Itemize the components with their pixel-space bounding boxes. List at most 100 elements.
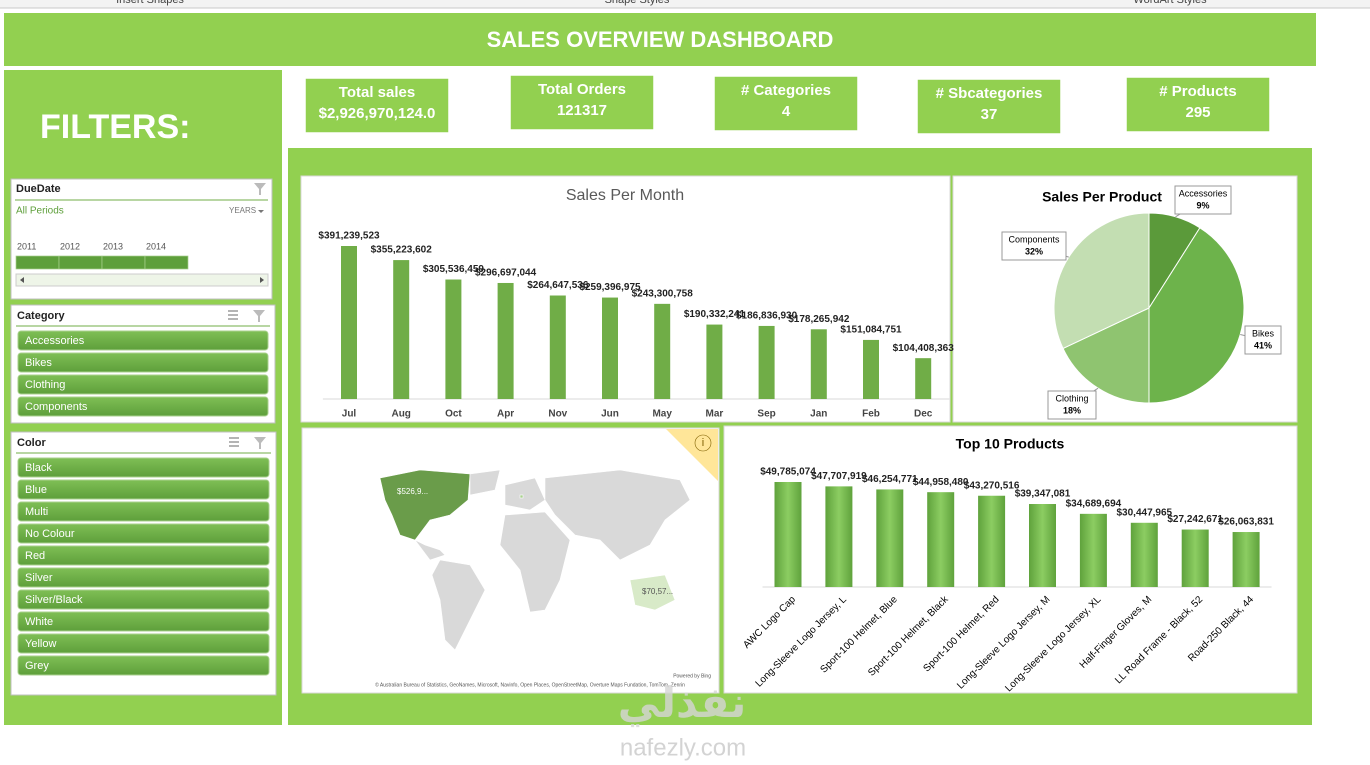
year-label: 2013 bbox=[103, 241, 123, 251]
bar bbox=[1079, 513, 1107, 587]
info-icon[interactable] bbox=[694, 434, 712, 452]
slicer-item[interactable] bbox=[17, 501, 270, 522]
slicer-item[interactable] bbox=[17, 611, 270, 632]
slicer-item-label: No Colour bbox=[25, 528, 75, 540]
pie-category-label: Clothing bbox=[1055, 393, 1088, 403]
africa bbox=[499, 511, 571, 613]
bar bbox=[1232, 532, 1260, 587]
value-label: $39,347,081 bbox=[1015, 489, 1071, 500]
year-segment[interactable] bbox=[144, 255, 189, 270]
pie-label-box bbox=[1244, 325, 1282, 355]
kpi-label: # Sbcategories bbox=[936, 85, 1043, 102]
bar bbox=[915, 358, 932, 399]
scroll-left[interactable] bbox=[20, 277, 24, 283]
map-attribution: © Australian Bureau of Statistics, GeoNa… bbox=[375, 681, 685, 688]
kpi-label: # Categories bbox=[741, 82, 831, 99]
year-label: 2012 bbox=[60, 241, 80, 251]
value-label: $259,396,975 bbox=[579, 282, 641, 293]
bar bbox=[706, 324, 723, 399]
value-label: $26,063,831 bbox=[1218, 517, 1274, 528]
timeline-scroll bbox=[15, 273, 269, 287]
slicer-item-label: Bikes bbox=[25, 357, 52, 369]
map-credit: Powered by Bing bbox=[673, 673, 711, 679]
map-label: $70,57... bbox=[642, 587, 673, 596]
x-tick-label: Jun bbox=[601, 409, 619, 420]
title-bar bbox=[4, 13, 1316, 66]
x-tick-label: Oct bbox=[445, 409, 462, 420]
kpi-value: 4 bbox=[782, 103, 791, 120]
slicer-item[interactable] bbox=[17, 545, 270, 566]
year-segment[interactable] bbox=[15, 255, 60, 270]
watermark-arabic: نفذلي bbox=[618, 679, 747, 728]
scroll-right[interactable] bbox=[260, 277, 264, 283]
kpi-label: Total Orders bbox=[538, 81, 626, 98]
slicer-item[interactable] bbox=[17, 567, 270, 588]
pie-value-label: 32% bbox=[1025, 246, 1043, 256]
bar bbox=[810, 329, 827, 399]
value-label: $151,084,751 bbox=[840, 325, 902, 336]
slicer-item-label: White bbox=[25, 616, 53, 628]
kpi-label: Total sales bbox=[339, 84, 415, 101]
year-segment[interactable] bbox=[101, 255, 146, 270]
south-america bbox=[431, 559, 486, 651]
slicer-item[interactable] bbox=[17, 523, 270, 544]
year-label: 2014 bbox=[146, 241, 166, 251]
info-corner bbox=[666, 429, 718, 481]
slicer-item-label: Components bbox=[25, 401, 88, 413]
slicer-item[interactable] bbox=[17, 396, 269, 417]
bar bbox=[1181, 529, 1209, 587]
pie-value-label: 18% bbox=[1063, 405, 1081, 415]
pie-label-box bbox=[1174, 185, 1232, 215]
bar bbox=[774, 482, 802, 587]
year-label: 2011 bbox=[17, 241, 36, 251]
bar bbox=[863, 339, 879, 399]
chart-title: Sales Per Month bbox=[566, 187, 684, 204]
north-america bbox=[379, 469, 471, 541]
x-tick-label: Feb bbox=[862, 409, 880, 420]
value-label: $178,265,942 bbox=[788, 314, 850, 325]
kpi-value: 121317 bbox=[557, 102, 607, 119]
slicer-item[interactable] bbox=[17, 330, 269, 351]
value-label: $34,689,694 bbox=[1066, 498, 1122, 509]
ribbon-label: Shape Styles bbox=[605, 0, 670, 6]
year-segment[interactable] bbox=[58, 255, 103, 270]
x-tick-label: May bbox=[652, 409, 672, 420]
value-label: $46,254,771 bbox=[862, 474, 918, 485]
bar bbox=[825, 486, 853, 587]
bar bbox=[393, 260, 410, 399]
map-bg bbox=[303, 429, 718, 692]
pie-label-box bbox=[1047, 390, 1097, 420]
value-label: $305,536,459 bbox=[423, 264, 485, 275]
slicer-item[interactable] bbox=[17, 589, 270, 610]
bar bbox=[602, 297, 618, 399]
pie-value-label: 9% bbox=[1196, 200, 1209, 210]
ribbon-label: WordArt Styles bbox=[1133, 0, 1207, 6]
pie-category-label: Accessories bbox=[1179, 188, 1228, 198]
multi-select-icon[interactable] bbox=[228, 310, 238, 320]
clear-filter-icon[interactable] bbox=[253, 310, 265, 322]
value-label: $27,242,671 bbox=[1167, 514, 1223, 525]
multi-select-icon[interactable] bbox=[229, 437, 239, 447]
slicer-item-label: Multi bbox=[25, 506, 48, 518]
slicer-item[interactable] bbox=[17, 374, 269, 395]
x-tick-label: Sep bbox=[757, 409, 775, 420]
slicer-item-label: Grey bbox=[25, 660, 49, 672]
slicer-item-label: Blue bbox=[25, 484, 47, 496]
slicer-item[interactable] bbox=[17, 479, 270, 500]
central-america bbox=[414, 539, 446, 561]
bar bbox=[978, 495, 1006, 587]
x-tick-label: Apr bbox=[497, 409, 514, 420]
clear-filter-icon[interactable] bbox=[254, 437, 266, 449]
slicer-item[interactable] bbox=[17, 457, 270, 478]
value-label: $190,332,241 bbox=[684, 309, 746, 320]
value-label: $49,785,074 bbox=[760, 467, 816, 478]
asia bbox=[544, 469, 691, 561]
slicer-item[interactable] bbox=[17, 655, 270, 676]
slicer-item[interactable] bbox=[17, 352, 269, 373]
chart-title: Sales Per Product bbox=[1042, 189, 1162, 205]
clear-filter-icon[interactable] bbox=[254, 183, 266, 195]
slicer-item[interactable] bbox=[17, 633, 270, 654]
map-label: $526,9... bbox=[397, 487, 428, 496]
dashboard-title: SALES OVERVIEW DASHBOARD bbox=[487, 27, 834, 52]
